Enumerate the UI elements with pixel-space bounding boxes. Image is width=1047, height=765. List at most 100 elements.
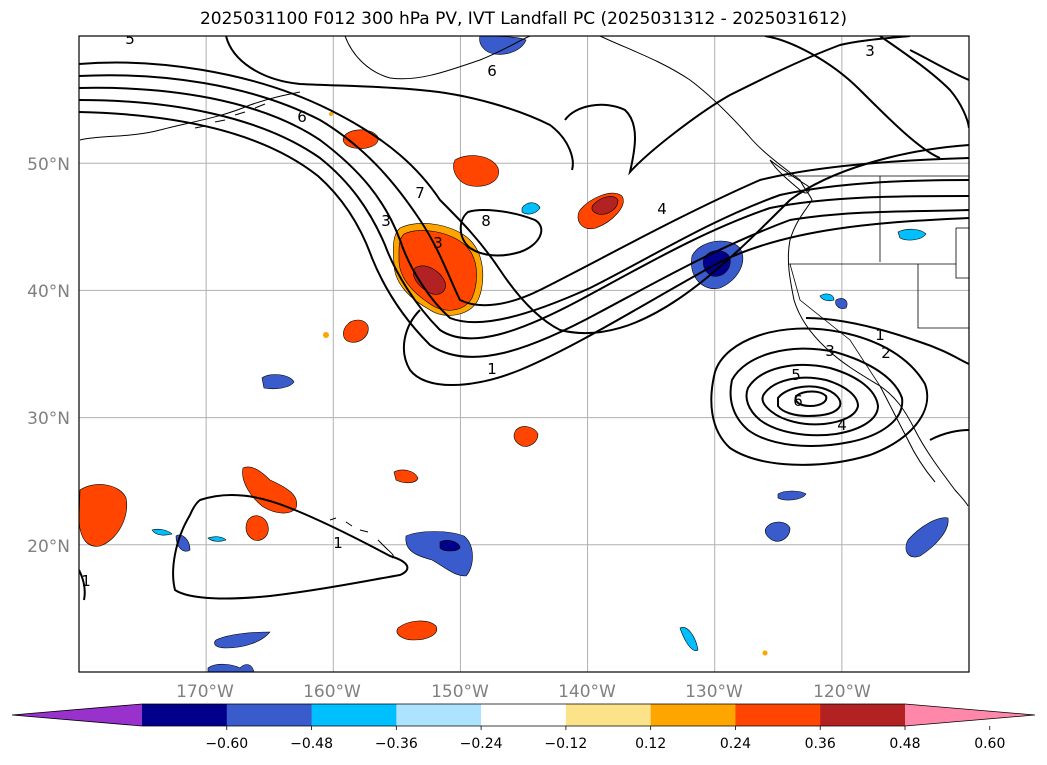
contour-label: 8 [481, 212, 491, 230]
contour-label: 3 [433, 234, 443, 252]
contour-lines [79, 36, 969, 601]
contour-line [79, 86, 969, 324]
contour-line [764, 36, 941, 159]
contour-line [761, 376, 860, 426]
colorbar-outline [11, 703, 1036, 727]
contour-label: 4 [837, 416, 847, 434]
contour-label: 1 [333, 534, 343, 552]
contour-label: 3 [865, 42, 875, 60]
coastlines [79, 36, 969, 559]
colorbar-tick-labels: −0.60 −0.48 −0.36 −0.24 −0.12 0.12 0.24 0.36 0.4… [205, 726, 1005, 752]
contour-line [79, 569, 86, 601]
anomaly-blob [214, 631, 271, 649]
anomaly-blob [343, 319, 369, 343]
colorbar [11, 703, 1036, 727]
anomaly-blob [764, 521, 791, 542]
contour-label: 3 [825, 342, 835, 360]
anomaly-blob [897, 228, 927, 241]
anomaly-blob [835, 298, 848, 309]
negative-anomalies [151, 36, 949, 672]
contour-label: 3 [381, 212, 391, 230]
colorbar-tick-label: −0.24 [460, 736, 503, 752]
colorbar-segment [820, 704, 906, 726]
contour-line [745, 364, 880, 437]
contour-label: 5 [791, 366, 801, 384]
anomaly-blob [819, 293, 835, 302]
baja-peninsula [879, 385, 936, 483]
contour-label: 6 [487, 62, 497, 80]
contour-label: 6 [793, 392, 803, 410]
anomaly-blob [777, 490, 807, 501]
contour-line [879, 36, 969, 129]
contour-line [929, 429, 969, 441]
contour-line [729, 347, 904, 447]
anomaly-blob [398, 230, 477, 311]
lat-tick-label: 30°N [27, 409, 70, 429]
colorbar-tick-label: 0.48 [889, 736, 920, 752]
anomaly-dot [323, 332, 329, 338]
lon-tick-label: 160°W [303, 682, 361, 702]
anomaly-blob [79, 484, 128, 547]
anomaly-blob [679, 627, 699, 651]
hawaiian-islands [329, 517, 394, 559]
lon-tick-label: 130°W [685, 682, 743, 702]
lat-tick-labels: 20°N 30°N 40°N 50°N [27, 155, 70, 557]
anomaly-dot [329, 112, 333, 116]
anomaly-dot [762, 650, 768, 656]
contour-label: 7 [415, 184, 425, 202]
contour-line [172, 494, 409, 600]
colorbar-segment [650, 704, 736, 726]
anomaly-blob [207, 663, 255, 672]
colorbar-tick-label: −0.60 [205, 736, 248, 752]
lat-tick-label: 40°N [27, 282, 70, 302]
anomaly-blob [393, 469, 419, 484]
pc-anomaly-fills [79, 36, 949, 672]
contour-line [805, 317, 969, 365]
colorbar-segment [481, 704, 567, 726]
lat-tick-label: 20°N [27, 537, 70, 557]
contour-line [79, 99, 969, 340]
contour-line [909, 49, 969, 81]
colorbar-tick-label: 0.24 [720, 736, 751, 752]
anomaly-blob [342, 129, 379, 149]
contour-line [710, 327, 929, 466]
anomaly-blob [521, 202, 541, 215]
alaska-panhandle-coast [599, 36, 813, 201]
contour-label: 1 [487, 360, 497, 378]
colorbar-tick-label: 0.12 [635, 736, 666, 752]
contour-line [225, 36, 574, 171]
contour-line [459, 209, 543, 257]
anomaly-blob [261, 374, 295, 390]
map-frame [78, 35, 970, 673]
colorbar-segment [142, 704, 228, 726]
map-area: 5 6 6 3 7 8 3 4 3 1 1 1 2 3 5 6 4 1 [79, 36, 969, 672]
contour-line [402, 217, 969, 386]
anomaly-blob [439, 540, 461, 552]
positive-anomalies [79, 112, 768, 656]
contour-line [777, 385, 842, 418]
colorbar-segment [735, 704, 821, 726]
colorbar-segment [226, 704, 313, 726]
contour-line [79, 61, 969, 335]
contour-label: 1 [875, 326, 885, 344]
anomaly-blob [207, 536, 227, 542]
contour-label: 4 [657, 200, 667, 218]
anomaly-blob [513, 426, 539, 447]
lon-tick-label: 140°W [558, 682, 616, 702]
alaska-coast [344, 36, 531, 80]
aleutian-islands-2 [194, 103, 266, 129]
lon-tick-labels: 170°W 160°W 150°W 140°W 130°W 120°W [176, 682, 871, 702]
us-west-coast [787, 199, 969, 507]
colorbar-tick-label: −0.36 [375, 736, 418, 752]
contour-label: 6 [297, 108, 307, 126]
colorbar-tick-label: −0.12 [544, 736, 587, 752]
anomaly-blob [453, 155, 499, 187]
contour-line [79, 111, 969, 358]
lat-tick-label: 50°N [27, 155, 70, 175]
colorbar-segment [311, 704, 397, 726]
lon-tick-label: 150°W [431, 682, 489, 702]
colorbar-extend-max [905, 704, 1035, 726]
anomaly-blob [413, 265, 446, 295]
contour-label: 2 [881, 344, 891, 362]
